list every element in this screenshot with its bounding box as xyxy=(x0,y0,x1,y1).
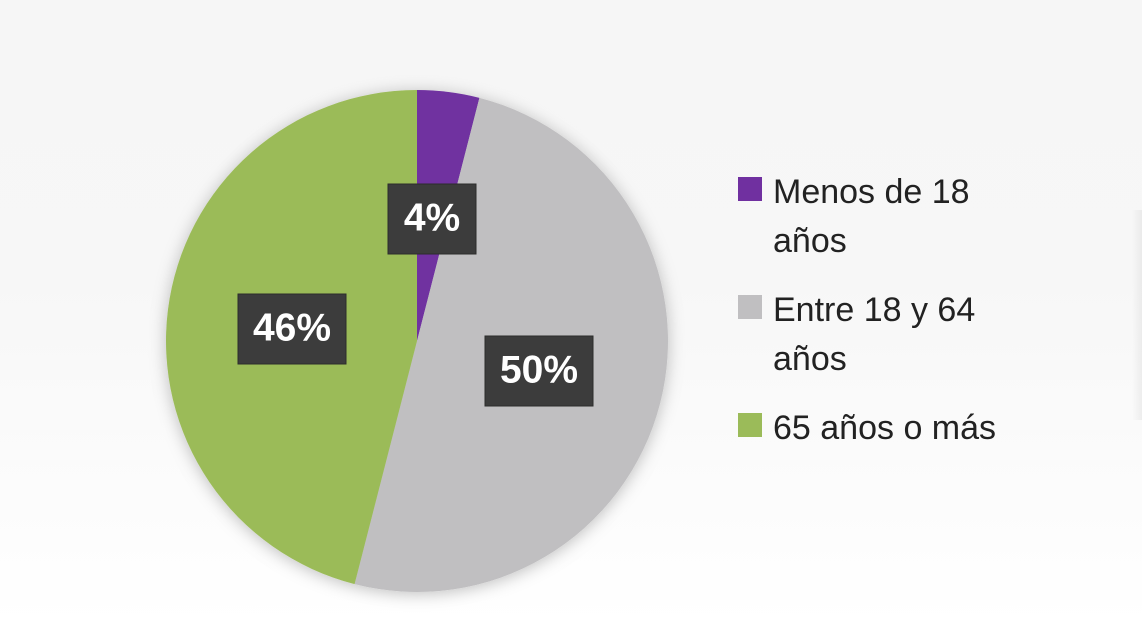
legend-label-under-18: Menos de 18 años xyxy=(773,173,970,260)
data-label-under-18-box xyxy=(387,183,477,255)
data-label-under-18-text: 4% xyxy=(404,196,460,239)
data-label-65-plus-box xyxy=(237,293,347,365)
data-label-under-18: 4% xyxy=(387,183,477,255)
data-label-18-to-64-text: 50% xyxy=(500,348,578,391)
pie-data-labels: 4% 50% 46% xyxy=(237,183,594,407)
data-label-65-plus-text: 46% xyxy=(253,306,331,349)
right-edge-shadow xyxy=(1132,210,1142,420)
legend-item-18-to-64: Entre 18 y 64 años xyxy=(738,286,1038,384)
legend-swatch-18-to-64 xyxy=(738,295,762,319)
legend: Menos de 18 años Entre 18 y 64 años 65 a… xyxy=(738,168,1038,473)
legend-item-65-plus: 65 años o más xyxy=(738,404,1038,453)
legend-label-18-to-64: Entre 18 y 64 años xyxy=(773,291,976,378)
data-label-18-to-64-box xyxy=(484,335,594,407)
data-label-18-to-64: 50% xyxy=(484,335,594,407)
legend-label-65-plus: 65 años o más xyxy=(773,409,997,447)
legend-swatch-under-18 xyxy=(738,177,762,201)
legend-item-under-18: Menos de 18 años xyxy=(738,168,1038,266)
data-label-65-plus: 46% xyxy=(237,293,347,365)
legend-swatch-65-plus xyxy=(738,413,762,437)
